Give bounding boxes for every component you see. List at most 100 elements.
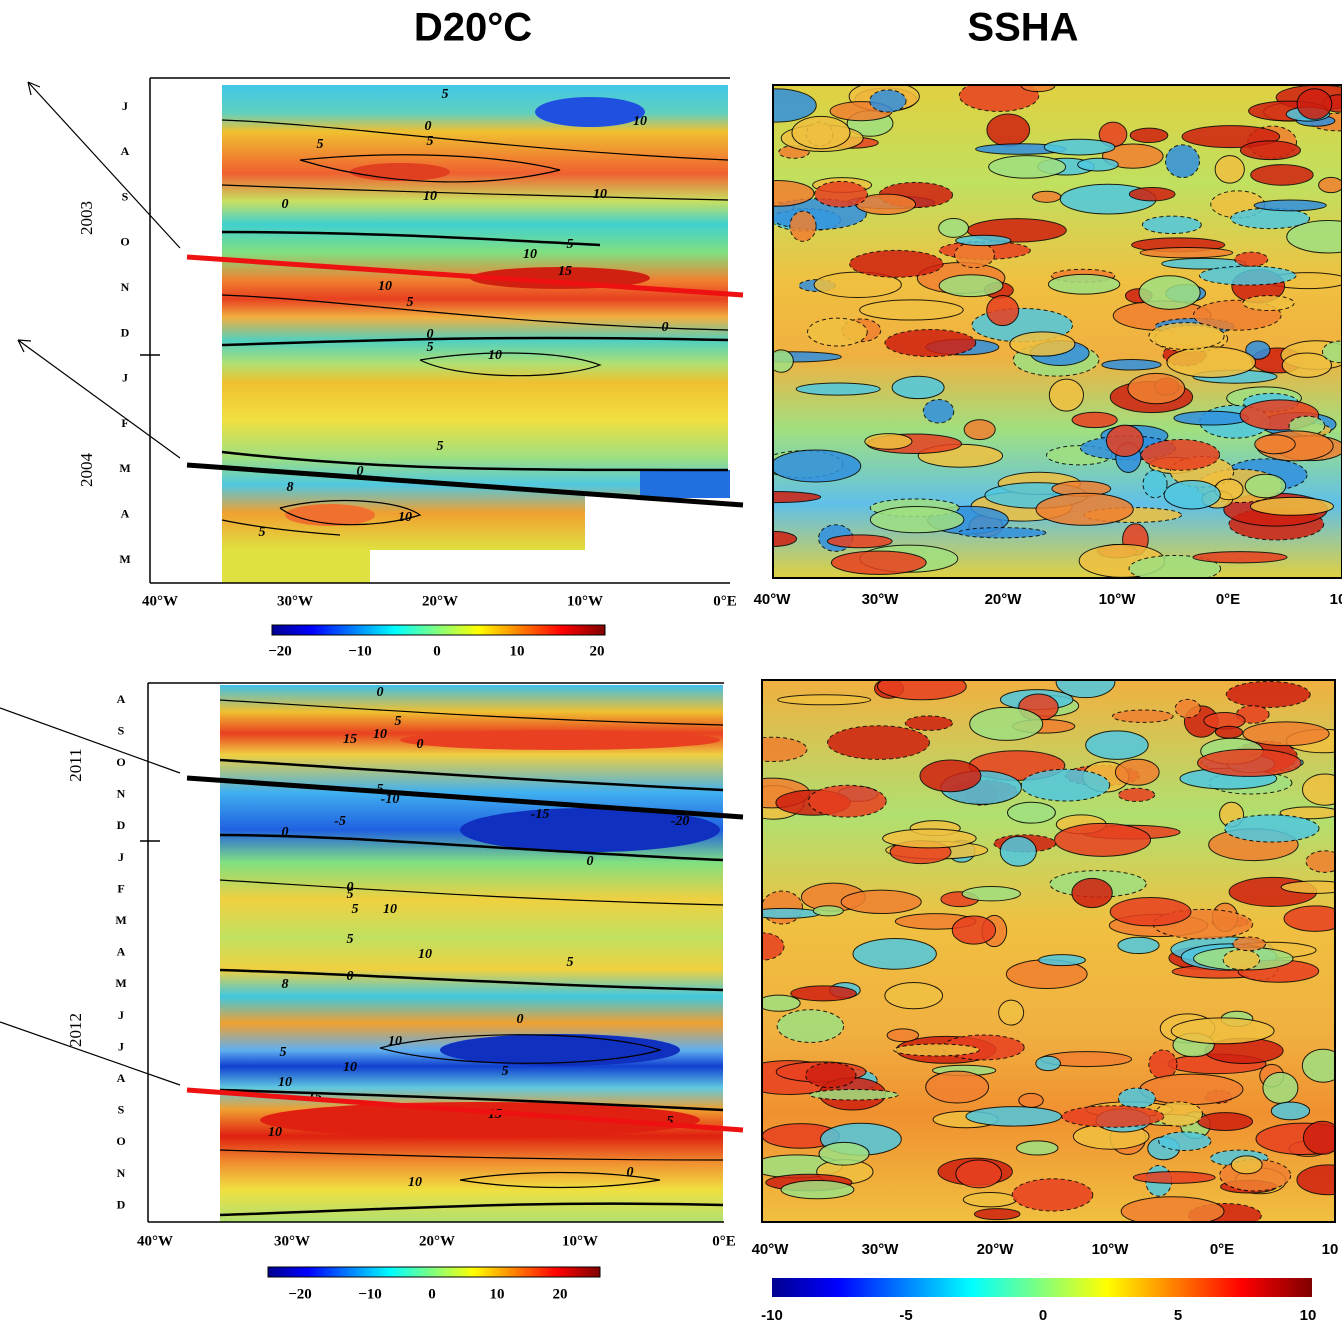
colorbar-label: −20	[288, 1286, 312, 1302]
x-tick-label: 10	[1330, 591, 1342, 608]
contour-label: 10	[268, 1125, 282, 1140]
anomaly-blob	[1048, 378, 1084, 412]
anomaly-blob	[1232, 936, 1267, 952]
contour-field	[222, 550, 370, 583]
x-tick-label: 0°E	[1216, 591, 1240, 608]
contour-blobs	[773, 85, 1342, 578]
anomaly-blob	[1109, 897, 1192, 927]
contour-label: 0	[357, 464, 364, 479]
anomaly-blob	[1101, 358, 1162, 371]
x-tick-label: 0°E	[1210, 1241, 1234, 1258]
anomaly-blob	[1009, 331, 1076, 357]
month-label: J	[122, 371, 128, 385]
colorbar-label: 10	[1300, 1307, 1317, 1324]
contour-label: 10	[523, 247, 537, 262]
contour-blob	[260, 1102, 700, 1138]
month-label: N	[121, 280, 130, 294]
colorbar-label: −20	[268, 643, 292, 659]
anomaly-blob	[1166, 346, 1256, 378]
anomaly-blob	[1132, 1171, 1216, 1184]
anomaly-blob	[1071, 411, 1118, 429]
anomaly-blob	[1055, 680, 1116, 699]
anomaly-blob	[826, 534, 893, 549]
anomaly-blob	[1239, 140, 1301, 161]
anomaly-blob	[789, 210, 817, 242]
anomaly-blob	[1142, 469, 1168, 499]
anomaly-blob	[1011, 1178, 1094, 1212]
anomaly-blob	[1234, 251, 1269, 267]
year-label: 2003	[77, 201, 96, 235]
anomaly-blob	[1053, 822, 1152, 857]
colorbar-label: 20	[590, 643, 605, 659]
month-label: F	[121, 416, 128, 430]
anomaly-blob	[805, 1062, 857, 1089]
anomaly-blob	[962, 1191, 1017, 1208]
anomaly-blob	[1047, 273, 1121, 295]
contour-lines	[221, 119, 729, 536]
anomaly-blob	[1165, 144, 1201, 179]
contour-label: 10	[418, 947, 432, 962]
anomaly-blob	[762, 994, 801, 1012]
contour-label: -20	[671, 814, 690, 829]
title: D20°C	[414, 6, 532, 50]
anomaly-blob	[1085, 730, 1149, 760]
anomaly-blob	[1035, 492, 1134, 526]
month-label: A	[121, 144, 130, 158]
anomaly-blob	[925, 1070, 990, 1104]
anomaly-blob	[780, 1180, 855, 1200]
colorbar-label: −10	[348, 643, 372, 659]
contour-label: 5	[347, 932, 354, 947]
colorbar-label: 0	[433, 643, 441, 659]
contour-label: 5	[259, 525, 266, 540]
anomaly-blob	[1283, 905, 1335, 932]
month-label: D	[117, 1197, 126, 1211]
contour-label: 5	[352, 902, 359, 917]
anomaly-blob	[969, 706, 1044, 741]
contour-label: 10	[408, 1175, 422, 1190]
contour-label: 8	[282, 977, 289, 992]
month-label: D	[121, 325, 130, 339]
x-tick-label: 20°W	[422, 593, 458, 609]
anomaly-blob	[814, 180, 868, 208]
contour-label: 5	[667, 1114, 674, 1129]
x-tick-label: 10°W	[562, 1233, 598, 1249]
anomaly-blob	[1163, 480, 1221, 510]
anomaly-blob	[1128, 554, 1222, 578]
anomaly-blob	[1158, 1131, 1212, 1152]
anomaly-blob	[762, 736, 808, 762]
x-tick-label: 10°W	[567, 593, 603, 609]
anomaly-blob	[886, 1028, 920, 1043]
anomaly-blob	[1117, 787, 1156, 802]
contour-label: -5	[334, 814, 346, 829]
colorbar	[271, 624, 606, 636]
contour-label: 15	[343, 732, 357, 747]
colorbar-label: 20	[553, 1286, 568, 1302]
anomaly-blob	[1035, 1055, 1061, 1072]
anomaly-blob	[1279, 806, 1335, 820]
anomaly-blob	[1301, 1048, 1335, 1083]
anomaly-blob	[1296, 1164, 1335, 1196]
contour-label: 0	[427, 327, 434, 342]
colorbar-label: 0	[428, 1286, 436, 1302]
anomaly-blob	[869, 89, 907, 113]
x-tick-label: 40°W	[137, 1233, 173, 1249]
anomaly-blob	[1114, 758, 1160, 786]
month-label: S	[118, 723, 125, 737]
anomaly-blob	[773, 349, 794, 373]
x-tick-label: 40°W	[142, 593, 178, 609]
anomaly-blob	[954, 241, 996, 269]
contour-label: 0	[587, 854, 594, 869]
anomaly-blob	[1281, 352, 1332, 378]
x-tick-label: 40°W	[754, 591, 792, 608]
x-tick-label: 20°W	[419, 1233, 455, 1249]
anomaly-blob	[1225, 680, 1311, 708]
anomaly-blob	[963, 419, 996, 441]
anomaly-blob	[1250, 164, 1314, 186]
anomaly-blob	[884, 982, 944, 1010]
anomaly-blob	[938, 218, 970, 238]
anomaly-blob	[958, 85, 1040, 112]
month-label: M	[119, 461, 130, 475]
contour-label: 0	[282, 197, 289, 212]
contour-label: 5	[567, 237, 574, 252]
anomaly-blob	[1214, 725, 1244, 739]
